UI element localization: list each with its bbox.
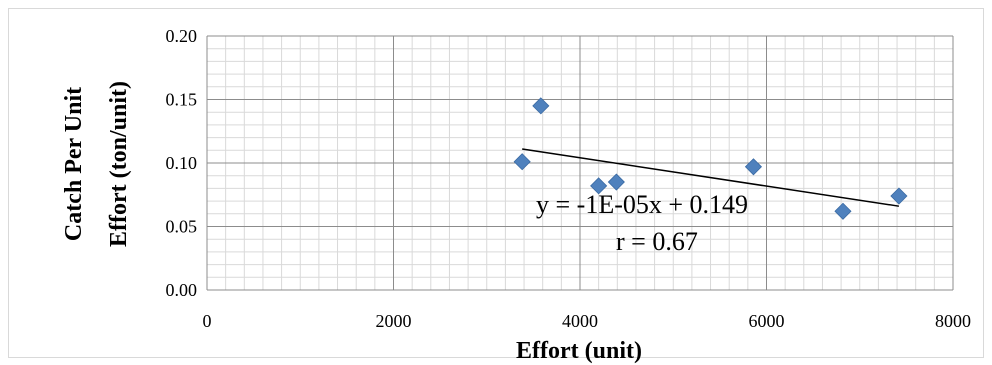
- data-point: [744, 158, 763, 176]
- y-tick-label: 0.00: [166, 280, 198, 300]
- x-tick-label: 0: [203, 311, 212, 331]
- x-tick-label: 8000: [935, 311, 971, 331]
- x-tick-labels: 0 2000 4000 6000 8000: [203, 311, 972, 331]
- y-axis-title-line1: Catch Per Unit: [61, 87, 87, 241]
- data-point: [532, 97, 550, 115]
- x-tick-label: 4000: [562, 311, 598, 331]
- x-tick-label: 2000: [376, 311, 412, 331]
- y-tick-label: 0.20: [166, 26, 198, 46]
- x-tick-label: 6000: [749, 311, 785, 331]
- x-axis-title: Effort (unit): [516, 338, 642, 364]
- y-tick-label: 0.05: [166, 217, 198, 237]
- major-gridlines: [206, 35, 954, 291]
- trendline: [522, 148, 900, 207]
- y-tick-label: 0.15: [166, 90, 198, 110]
- chart-frame: [8, 8, 984, 358]
- data-point: [834, 202, 852, 220]
- trendline-segment: [522, 148, 900, 207]
- data-point: [607, 173, 625, 191]
- data-points: [513, 97, 908, 220]
- data-point: [890, 187, 908, 205]
- data-point: [513, 153, 531, 171]
- r-value-label: r = 0.67: [616, 227, 698, 256]
- y-tick-labels: 0.00 0.05 0.10 0.15 0.20: [166, 26, 198, 300]
- y-axis-title-line2: Effort (ton/unit): [106, 81, 132, 247]
- data-point: [590, 177, 608, 195]
- y-tick-label: 0.10: [166, 153, 198, 173]
- equation-label: y = -1E-05x + 0.149: [536, 190, 748, 219]
